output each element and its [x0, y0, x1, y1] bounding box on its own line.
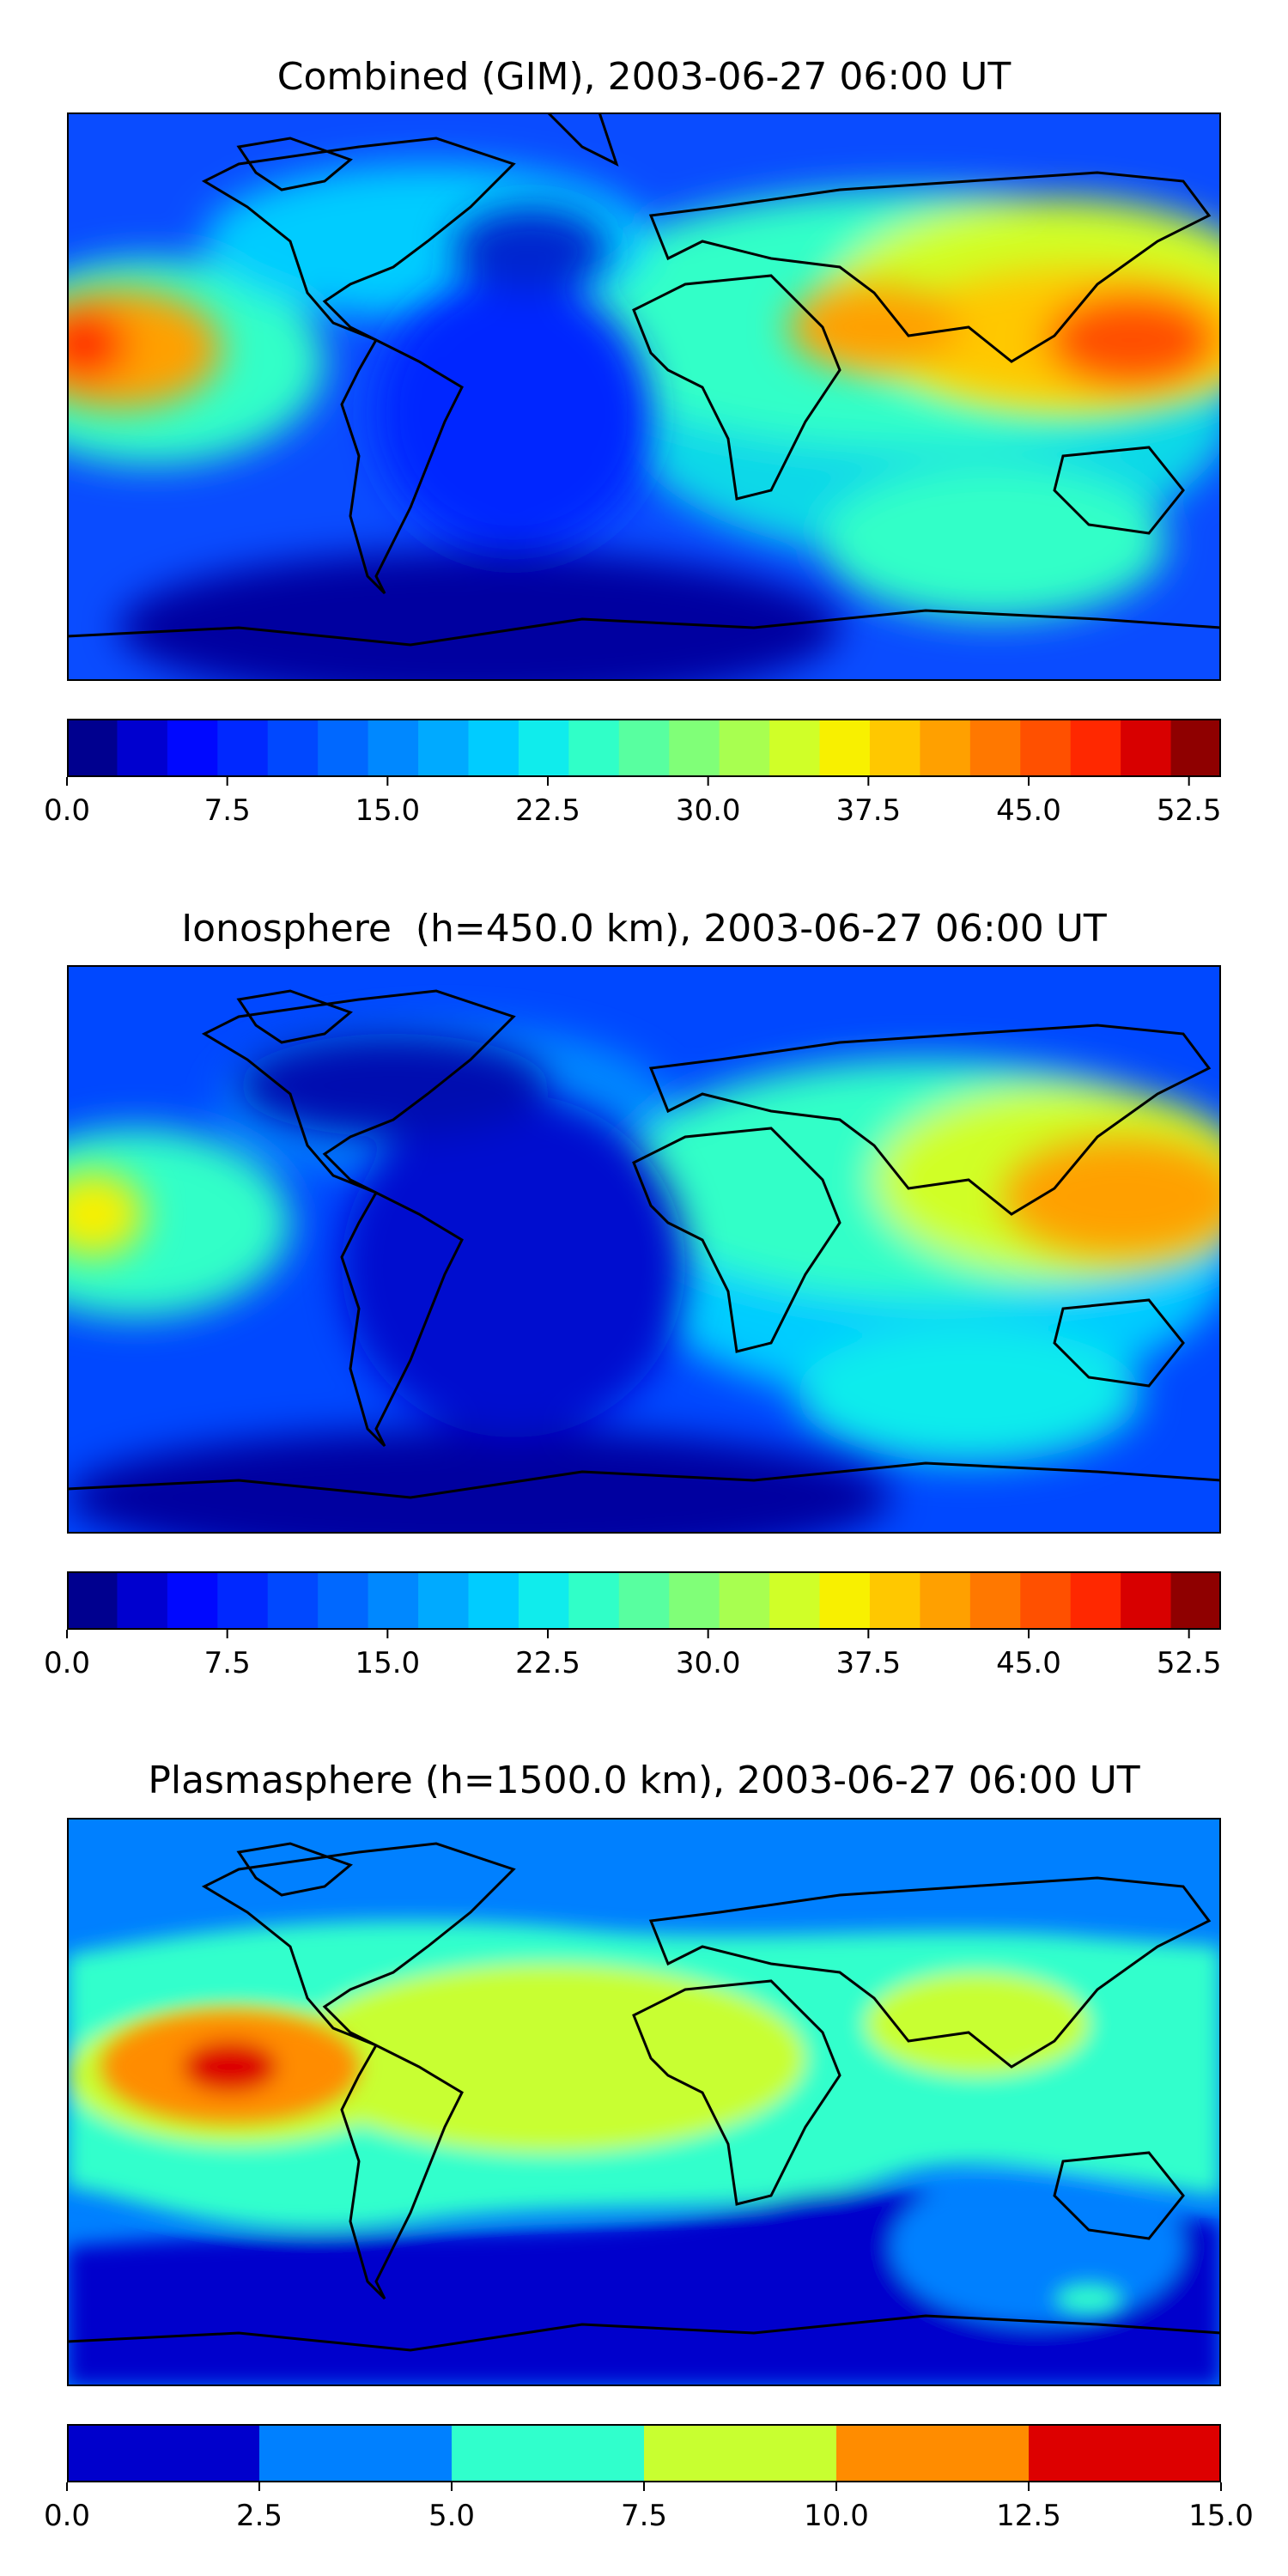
tec-map-combined [67, 112, 1221, 681]
colorbar-band [1070, 719, 1121, 777]
colorbar-tick-label: 37.5 [835, 793, 901, 828]
coastlines [67, 989, 1221, 1499]
colorbar-tick-label: 0.0 [44, 793, 90, 828]
colorbar-band [1170, 1571, 1221, 1630]
colorbar-band [259, 2424, 453, 2482]
colorbar-band [518, 719, 569, 777]
colorbar-tick-label: 45.0 [996, 793, 1061, 828]
colorbar-band [669, 1571, 720, 1630]
colorbar-band [452, 2424, 645, 2482]
colorbar-tick-label: 30.0 [676, 1646, 741, 1680]
colorbar-band [644, 2424, 837, 2482]
colorbar-band [1020, 719, 1072, 777]
colorbar-plasmasphere [67, 2424, 1221, 2482]
colorbar-tick-label: 45.0 [996, 1646, 1061, 1680]
colorbar-band [568, 719, 620, 777]
coastlines [67, 1842, 1221, 2352]
colorbar-band [1170, 719, 1221, 777]
colorbar-tick-label: 10.0 [804, 2499, 869, 2533]
colorbar-band [869, 1571, 920, 1630]
colorbar-band [568, 1571, 620, 1630]
colorbar-band [618, 1571, 670, 1630]
colorbar-tick-label: 52.5 [1157, 793, 1222, 828]
colorbar-band [769, 1571, 821, 1630]
colorbar-ticks-ionosphere: 0.0 7.5 15.0 22.5 30.0 37.5 45.0 52.5 [44, 1630, 1222, 1680]
colorbar-band [819, 1571, 871, 1630]
colorbar-band [368, 719, 419, 777]
colorbar-band [518, 1571, 569, 1630]
colorbar-band [1029, 2424, 1221, 2482]
colorbar-band [1121, 1571, 1172, 1630]
colorbar-band [117, 1571, 168, 1630]
colorbar-band [869, 719, 920, 777]
panel-title: Plasmasphere (h=1500.0 km), 2003-06-27 0… [148, 1759, 1140, 1802]
colorbar-band [1070, 1571, 1121, 1630]
colorbar-tick-label: 22.5 [515, 1646, 580, 1680]
colorbar-band [1121, 719, 1172, 777]
colorbar-band [618, 719, 670, 777]
colorbar-tick-label: 7.5 [204, 1646, 251, 1680]
colorbar-ionosphere [67, 1571, 1221, 1630]
colorbar-band [167, 1571, 218, 1630]
colorbar-band [217, 1571, 269, 1630]
colorbar-band [318, 719, 369, 777]
colorbar-band [969, 1571, 1021, 1630]
colorbar-tick-label: 7.5 [621, 2499, 667, 2533]
colorbar-band [67, 2424, 260, 2482]
colorbar-tick-label: 22.5 [515, 793, 580, 828]
colorbar-band [67, 1571, 118, 1630]
colorbar-tick-label: 30.0 [676, 793, 741, 828]
colorbar-tick-label: 15.0 [355, 1646, 420, 1680]
colorbar-band [669, 719, 720, 777]
colorbar-band [267, 1571, 319, 1630]
colorbar-tick-label: 0.0 [44, 2499, 90, 2533]
colorbar-band [318, 1571, 369, 1630]
colorbar-band [836, 2424, 1030, 2482]
panel-title: Combined (GIM), 2003-06-27 06:00 UT [276, 55, 1012, 99]
colorbar-band [418, 719, 470, 777]
colorbar-band [769, 719, 821, 777]
colorbar-band [267, 719, 319, 777]
colorbar-tick-label: 5.0 [428, 2499, 475, 2533]
colorbar-band [920, 719, 971, 777]
colorbar-tick-label: 52.5 [1157, 1646, 1222, 1680]
colorbar-tick-label: 2.5 [236, 2499, 283, 2533]
colorbar-frame [67, 2424, 1221, 2482]
colorbar-band [117, 719, 168, 777]
colorbar-frame [67, 1571, 1221, 1630]
tec-map-ionosphere [67, 965, 1221, 1534]
colorbar-combined [67, 719, 1221, 777]
colorbar-tick-label: 15.0 [355, 793, 420, 828]
colorbar-tick-label: 7.5 [204, 793, 251, 828]
colorbar-band [167, 719, 218, 777]
colorbar-band [418, 1571, 470, 1630]
colorbar-band [368, 1571, 419, 1630]
colorbar-band [819, 719, 871, 777]
tec-map-plasmasphere [67, 1818, 1221, 2386]
colorbar-band [719, 1571, 770, 1630]
colorbar-band [468, 719, 519, 777]
colorbar-band [920, 1571, 971, 1630]
colorbar-tick-label: 0.0 [44, 1646, 90, 1680]
colorbar-band [719, 719, 770, 777]
colorbar-band [217, 719, 269, 777]
colorbar-frame [67, 719, 1221, 777]
colorbar-band [969, 719, 1021, 777]
colorbar-band [468, 1571, 519, 1630]
colorbar-tick-label: 37.5 [835, 1646, 901, 1680]
coastlines [67, 112, 1221, 647]
colorbar-ticks-plasmasphere: 0.0 2.5 5.0 7.5 10.0 12.5 15.0 [44, 2482, 1254, 2533]
panel-title: Ionosphere (h=450.0 km), 2003-06-27 06:0… [181, 907, 1107, 951]
colorbar-band [1020, 1571, 1072, 1630]
colorbar-band [67, 719, 118, 777]
colorbar-tick-label: 12.5 [996, 2499, 1061, 2533]
colorbar-ticks-combined: 0.0 7.5 15.0 22.5 30.0 37.5 45.0 52.5 [44, 777, 1222, 828]
colorbar-tick-label: 15.0 [1188, 2499, 1254, 2533]
